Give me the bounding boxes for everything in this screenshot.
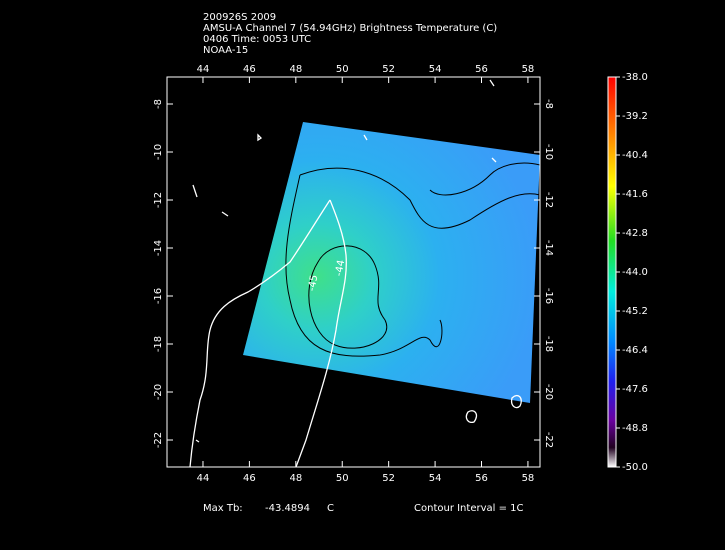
colorbar-label: -50.0 bbox=[622, 462, 648, 473]
max-tb-value: -43.4894 bbox=[265, 503, 310, 514]
y-tick-label: -14 bbox=[153, 240, 164, 256]
title-line: 200926S 2009 bbox=[203, 12, 276, 23]
x-tick-label: 48 bbox=[289, 64, 302, 75]
x-tick-label: 58 bbox=[522, 473, 535, 484]
colorbar-label: -46.4 bbox=[622, 345, 648, 356]
title-line: 0406 Time: 0053 UTC bbox=[203, 34, 311, 45]
y-tick-label: -12 bbox=[153, 192, 164, 208]
y-tick-label: -8 bbox=[543, 99, 554, 109]
y-tick-label: -20 bbox=[153, 384, 164, 400]
x-tick-label: 50 bbox=[336, 64, 349, 75]
x-tick-label: 44 bbox=[197, 64, 210, 75]
x-tick-label: 46 bbox=[243, 64, 256, 75]
y-tick-label: -18 bbox=[153, 336, 164, 352]
colorbar-label: -40.4 bbox=[622, 150, 648, 161]
colorbar-label: -42.8 bbox=[622, 228, 648, 239]
x-tick-label: 48 bbox=[289, 473, 302, 484]
x-tick-label: 56 bbox=[475, 473, 488, 484]
max-tb-unit: C bbox=[327, 503, 334, 514]
coastline bbox=[189, 79, 522, 468]
colorbar-label: -45.2 bbox=[622, 306, 648, 317]
x-tick-label: 58 bbox=[522, 64, 535, 75]
y-tick-label: -22 bbox=[543, 432, 554, 448]
contour-label: -44 bbox=[334, 259, 348, 277]
colorbar-label: -38.0 bbox=[622, 72, 648, 83]
y-tick-label: -14 bbox=[543, 240, 554, 256]
colorbar-label: -39.2 bbox=[622, 111, 648, 122]
title-line: AMSU-A Channel 7 (54.94GHz) Brightness T… bbox=[203, 23, 497, 34]
colorbar bbox=[607, 76, 617, 468]
y-tick-label: -10 bbox=[153, 144, 164, 160]
x-tick-label: 56 bbox=[475, 64, 488, 75]
colorbar-label: -47.6 bbox=[622, 384, 648, 395]
contour-interval: Contour Interval = 1C bbox=[414, 503, 524, 514]
y-tick-label: -22 bbox=[153, 432, 164, 448]
y-tick-label: -18 bbox=[543, 336, 554, 352]
x-tick-label: 54 bbox=[429, 64, 442, 75]
colorbar-label: -48.8 bbox=[622, 423, 648, 434]
title-line: NOAA-15 bbox=[203, 45, 248, 56]
x-tick-label: 50 bbox=[336, 473, 349, 484]
y-tick-label: -16 bbox=[543, 288, 554, 304]
y-tick-label: -12 bbox=[543, 192, 554, 208]
contours bbox=[285, 162, 541, 357]
y-tick-label: -16 bbox=[153, 288, 164, 304]
y-tick-label: -10 bbox=[543, 144, 554, 160]
contour-label: -45 bbox=[307, 274, 321, 292]
plot-frame bbox=[166, 76, 541, 468]
x-tick-label: 54 bbox=[429, 473, 442, 484]
colorbar-label: -41.6 bbox=[622, 189, 648, 200]
y-tick-label: -20 bbox=[543, 384, 554, 400]
x-tick-label: 52 bbox=[382, 473, 395, 484]
x-tick-label: 44 bbox=[197, 473, 210, 484]
y-tick-label: -8 bbox=[153, 99, 164, 109]
max-tb-label: Max Tb: bbox=[203, 503, 243, 514]
swath bbox=[243, 122, 540, 403]
colorbar-label: -44.0 bbox=[622, 267, 648, 278]
x-tick-label: 52 bbox=[382, 64, 395, 75]
x-tick-label: 46 bbox=[243, 473, 256, 484]
